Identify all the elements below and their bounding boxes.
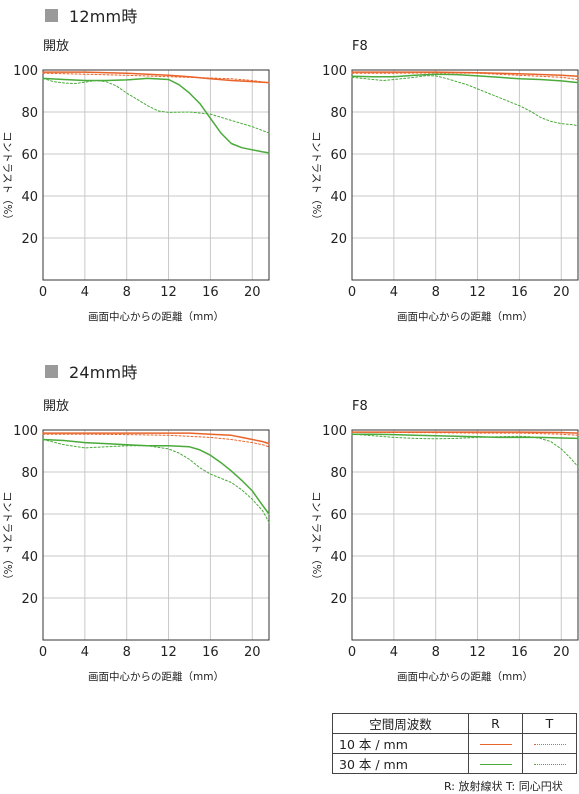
legend-swatch-30r (479, 764, 512, 765)
series-line-30r (42, 438, 270, 515)
section-square-icon (45, 8, 58, 22)
y-tick-label: 40 (21, 550, 38, 565)
legend-header: 空間周波数 (332, 713, 469, 734)
x-tick-label: 0 (348, 645, 356, 660)
section-square-icon (45, 364, 58, 378)
x-tick-label: 16 (202, 285, 219, 300)
plot-frame (351, 69, 579, 281)
y-tick-label: 100 (322, 424, 347, 439)
series-line-10r (42, 432, 270, 445)
y-axis-label: コントラスト（%） (310, 131, 322, 225)
y-tick-label: 40 (21, 190, 38, 205)
y-axis-label: コントラスト（%） (1, 131, 13, 225)
y-tick-label: 20 (330, 232, 347, 247)
series-line-10t (42, 72, 270, 84)
x-tick-label: 0 (39, 645, 47, 660)
chart-subtitle: 開放 (43, 39, 69, 54)
x-axis-label: 画面中心からの距離（mm） (397, 310, 533, 323)
x-tick-label: 12 (469, 285, 486, 300)
section-title: 24mm時 (69, 363, 138, 382)
y-tick-label: 40 (330, 550, 347, 565)
legend-col-t: T (522, 713, 577, 734)
x-axis-label: 画面中心からの距離（mm） (88, 670, 224, 683)
x-tick-label: 20 (553, 645, 570, 660)
y-axis-label: コントラスト（%） (310, 491, 322, 585)
x-tick-label: 0 (348, 285, 356, 300)
x-tick-label: 16 (511, 645, 528, 660)
series-line-30t (351, 75, 579, 127)
chart-subtitle: F8 (352, 399, 368, 414)
y-tick-label: 100 (322, 64, 347, 79)
x-tick-label: 12 (160, 285, 177, 300)
x-tick-label: 4 (81, 645, 89, 660)
chart-subtitle: 開放 (43, 399, 69, 414)
y-axis-label: コントラスト（%） (1, 491, 13, 585)
x-tick-label: 16 (202, 645, 219, 660)
legend-swatch-30t (533, 764, 566, 765)
section-title: 12mm時 (69, 7, 138, 26)
series-line-10t (351, 72, 579, 80)
x-tick-label: 20 (553, 285, 570, 300)
x-tick-label: 8 (432, 285, 440, 300)
legend-table: 空間周波数 R T 10 本 / mm 30 本 / mm (332, 713, 577, 774)
x-tick-label: 4 (390, 645, 398, 660)
series-line-30t (351, 433, 579, 468)
series-line-30r (42, 77, 270, 154)
plot-frame (42, 69, 270, 281)
section-header-24mm: 24mm時 (45, 359, 138, 383)
y-tick-label: 60 (21, 148, 38, 163)
x-tick-label: 20 (244, 285, 261, 300)
x-tick-label: 0 (39, 285, 47, 300)
legend-swatch-10t (533, 744, 566, 745)
plot-frame (351, 429, 579, 641)
x-tick-label: 16 (511, 285, 528, 300)
x-tick-label: 8 (432, 645, 440, 660)
y-tick-label: 100 (13, 64, 38, 79)
x-axis-label: 画面中心からの距離（mm） (88, 310, 224, 323)
x-tick-label: 8 (123, 285, 131, 300)
y-tick-label: 40 (330, 190, 347, 205)
x-tick-label: 4 (390, 285, 398, 300)
chart-subtitle: F8 (352, 39, 368, 54)
y-tick-label: 80 (21, 466, 38, 481)
series-line-30t (42, 77, 270, 134)
legend-row-30: 30 本 / mm (332, 753, 469, 774)
legend-row-10: 10 本 / mm (332, 733, 469, 754)
y-tick-label: 20 (21, 232, 38, 247)
x-axis-label: 画面中心からの距離（mm） (397, 670, 533, 683)
section-header-12mm: 12mm時 (45, 3, 138, 27)
y-tick-label: 60 (330, 508, 347, 523)
y-tick-label: 20 (21, 592, 38, 607)
x-tick-label: 4 (81, 285, 89, 300)
y-tick-label: 80 (21, 106, 38, 121)
legend-swatch-10r (479, 744, 512, 745)
y-tick-label: 80 (330, 106, 347, 121)
legend-col-r: R (468, 713, 523, 734)
y-tick-label: 80 (330, 466, 347, 481)
y-tick-label: 60 (330, 148, 347, 163)
y-tick-label: 20 (330, 592, 347, 607)
series-line-30r (351, 433, 579, 440)
x-tick-label: 8 (123, 645, 131, 660)
y-tick-label: 100 (13, 424, 38, 439)
series-line-10t (42, 433, 270, 448)
series-line-30t (42, 439, 270, 523)
x-tick-label: 12 (160, 645, 177, 660)
x-tick-label: 12 (469, 645, 486, 660)
series-line-10r (42, 71, 270, 84)
y-tick-label: 60 (21, 508, 38, 523)
series-line-30r (351, 73, 579, 84)
plot-frame (42, 429, 270, 641)
x-tick-label: 20 (244, 645, 261, 660)
legend-footnote: R: 放射線状 T: 同心円状 (444, 780, 563, 793)
series-line-10t (351, 431, 579, 436)
